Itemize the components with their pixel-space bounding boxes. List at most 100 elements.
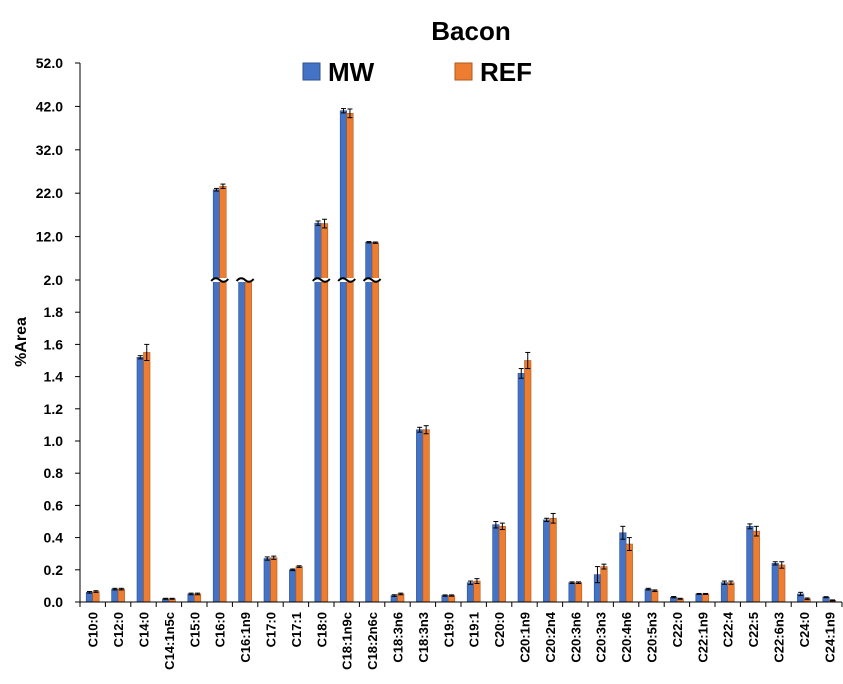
x-tick-label: C14:1n5c <box>162 612 177 670</box>
x-tick-label: C15:0 <box>187 612 202 647</box>
bar-ref-c20-3n6 <box>574 582 583 603</box>
x-tick-label: C16:1n9 <box>238 612 253 663</box>
bar-mw-c17-0 <box>263 558 271 603</box>
bar-ref-c22-6n3 <box>778 564 786 603</box>
x-tick-label: C18:3n3 <box>416 612 431 663</box>
bar-ref-c20-2n4 <box>549 517 557 603</box>
x-tick-label: C12:0 <box>111 612 126 647</box>
axis-break-mark <box>235 277 255 283</box>
bar-ref-c20-3n3 <box>600 566 608 603</box>
axis-break-mark <box>362 277 382 283</box>
x-tick-label: C22:1n9 <box>695 612 710 663</box>
y-tick-label: 1.4 <box>44 369 64 385</box>
y-tick-label: 0.0 <box>44 594 64 610</box>
x-tick-label: C20:3n6 <box>568 612 583 663</box>
y-tick-label: 52.0 <box>36 55 63 71</box>
bars <box>85 108 837 603</box>
x-tick-label: C20:1n9 <box>518 612 533 663</box>
bar-mw-c20-0 <box>492 524 500 603</box>
bar-ref-c22-5 <box>752 530 760 603</box>
bar-ref-c18-1n9c <box>346 113 354 603</box>
y-tick-label: 1.2 <box>44 401 64 417</box>
x-tick-label: C22:5 <box>746 612 761 647</box>
x-tick-label: C18:3n6 <box>391 612 406 663</box>
legend-item-mw: MW <box>302 57 375 87</box>
bar-ref-c22-1n9 <box>701 593 710 603</box>
legend-item-ref: REF <box>454 57 532 87</box>
legend-label-mw: MW <box>328 57 375 87</box>
bar-mw-c22-5 <box>746 526 754 603</box>
x-tick-label: C10:0 <box>86 612 101 647</box>
bar-ref-c20-4n6 <box>625 543 633 603</box>
bar-ref-c16-1n9 <box>244 278 252 603</box>
y-tick-label: 0.2 <box>44 562 64 578</box>
bar-mw-c19-1 <box>466 582 475 603</box>
x-tick-label: C17:0 <box>264 612 279 647</box>
x-tick-label: C20:3n3 <box>594 612 609 663</box>
bar-mw-c22-1n9 <box>695 593 703 603</box>
x-tick-label: C24:0 <box>797 612 812 647</box>
bar-ref-c20-1n9 <box>524 360 532 603</box>
bar-mw-c20-2n4 <box>543 519 551 603</box>
bar-ref-c19-1 <box>473 580 481 603</box>
y-tick-label: 1.0 <box>44 433 64 449</box>
bar-mw-c20-5n3 <box>644 588 652 603</box>
chart-title: Bacon <box>431 16 510 46</box>
y-tick-label: 22.0 <box>36 185 63 201</box>
x-tick-label: C22:6n3 <box>772 612 787 663</box>
bar-mw-c20-4n6 <box>619 532 627 603</box>
x-tick-label: C22:4 <box>721 611 736 647</box>
y-tick-label: 1.8 <box>44 304 64 320</box>
x-tick-label: C20:4n6 <box>619 612 634 663</box>
x-tick-label: C20:0 <box>492 612 507 647</box>
bar-mw-c18-3n3 <box>416 429 424 603</box>
bar-ref-c20-0 <box>498 526 506 603</box>
bar-ref-c22-4 <box>727 582 735 603</box>
bar-mw-c20-1n9 <box>517 373 525 603</box>
x-tick-label: C19:0 <box>441 612 456 647</box>
x-tick-label: C22:0 <box>670 612 685 647</box>
x-tick-label: C18:1n9c <box>340 612 355 670</box>
legend-swatch-ref <box>454 62 473 81</box>
axis-break-mark <box>312 277 331 283</box>
y-axis-label: %Area <box>13 317 30 367</box>
bar-ref-c18-2n6c <box>371 242 379 603</box>
x-tick-label: C17:1 <box>289 612 304 647</box>
bar-ref-c17-0 <box>270 557 278 603</box>
x-tick-label: C16:0 <box>213 612 228 647</box>
axis-break-marks <box>210 277 382 283</box>
bar-ref-c20-5n3 <box>651 590 659 603</box>
x-tick-label: C18:0 <box>314 612 329 647</box>
y-axis-ticks: 0.0 0.2 0.4 0.6 0.8 1.0 1.2 1.4 1.6 1.8 2.0 12.0 22.… <box>36 55 63 610</box>
y-tick-label: 0.8 <box>44 465 64 481</box>
legend-swatch-mw <box>302 62 321 81</box>
bar-mw-c18-2n6c <box>365 241 373 603</box>
y-tick-label: 42.0 <box>36 98 63 114</box>
y-tick-label: 0.4 <box>44 530 64 546</box>
y-tick-label: 12.0 <box>36 229 63 245</box>
x-tick-label: C20:5n3 <box>645 612 660 663</box>
bar-mw-c14-0 <box>136 356 144 603</box>
x-tick-label: C20:2n4 <box>543 611 558 662</box>
bar-mw-c18-1n9c <box>339 110 348 603</box>
bar-mw-c10-0 <box>85 592 93 603</box>
bar-ref-c17-1 <box>295 566 303 603</box>
y-tick-label: 0.6 <box>44 497 64 513</box>
bar-mw-c20-3n6 <box>568 582 576 603</box>
bar-ref-c10-0 <box>92 591 100 603</box>
bar-mw-c16-0 <box>212 189 220 603</box>
bar-ref-c16-0 <box>219 185 227 603</box>
x-axis-ticks: C10:0 C12:0 C14:0 C14:1n5c C15:0 C16:0 C16:1n9… <box>86 611 838 670</box>
bar-ref-c18-3n3 <box>422 429 430 603</box>
x-tick-label: C18:2n6c <box>365 612 380 670</box>
bar-mw-c22-6n3 <box>771 563 779 603</box>
bar-mw-c17-1 <box>289 569 297 603</box>
x-tick-label: C24:1n9 <box>822 612 837 663</box>
bar-mw-c12-0 <box>111 588 119 603</box>
bar-mw-c16-1n9 <box>238 278 246 603</box>
y-tick-label: 32.0 <box>36 142 63 158</box>
bar-ref-c12-0 <box>117 588 125 603</box>
x-tick-label: C14:0 <box>137 612 152 647</box>
axes <box>75 62 843 607</box>
